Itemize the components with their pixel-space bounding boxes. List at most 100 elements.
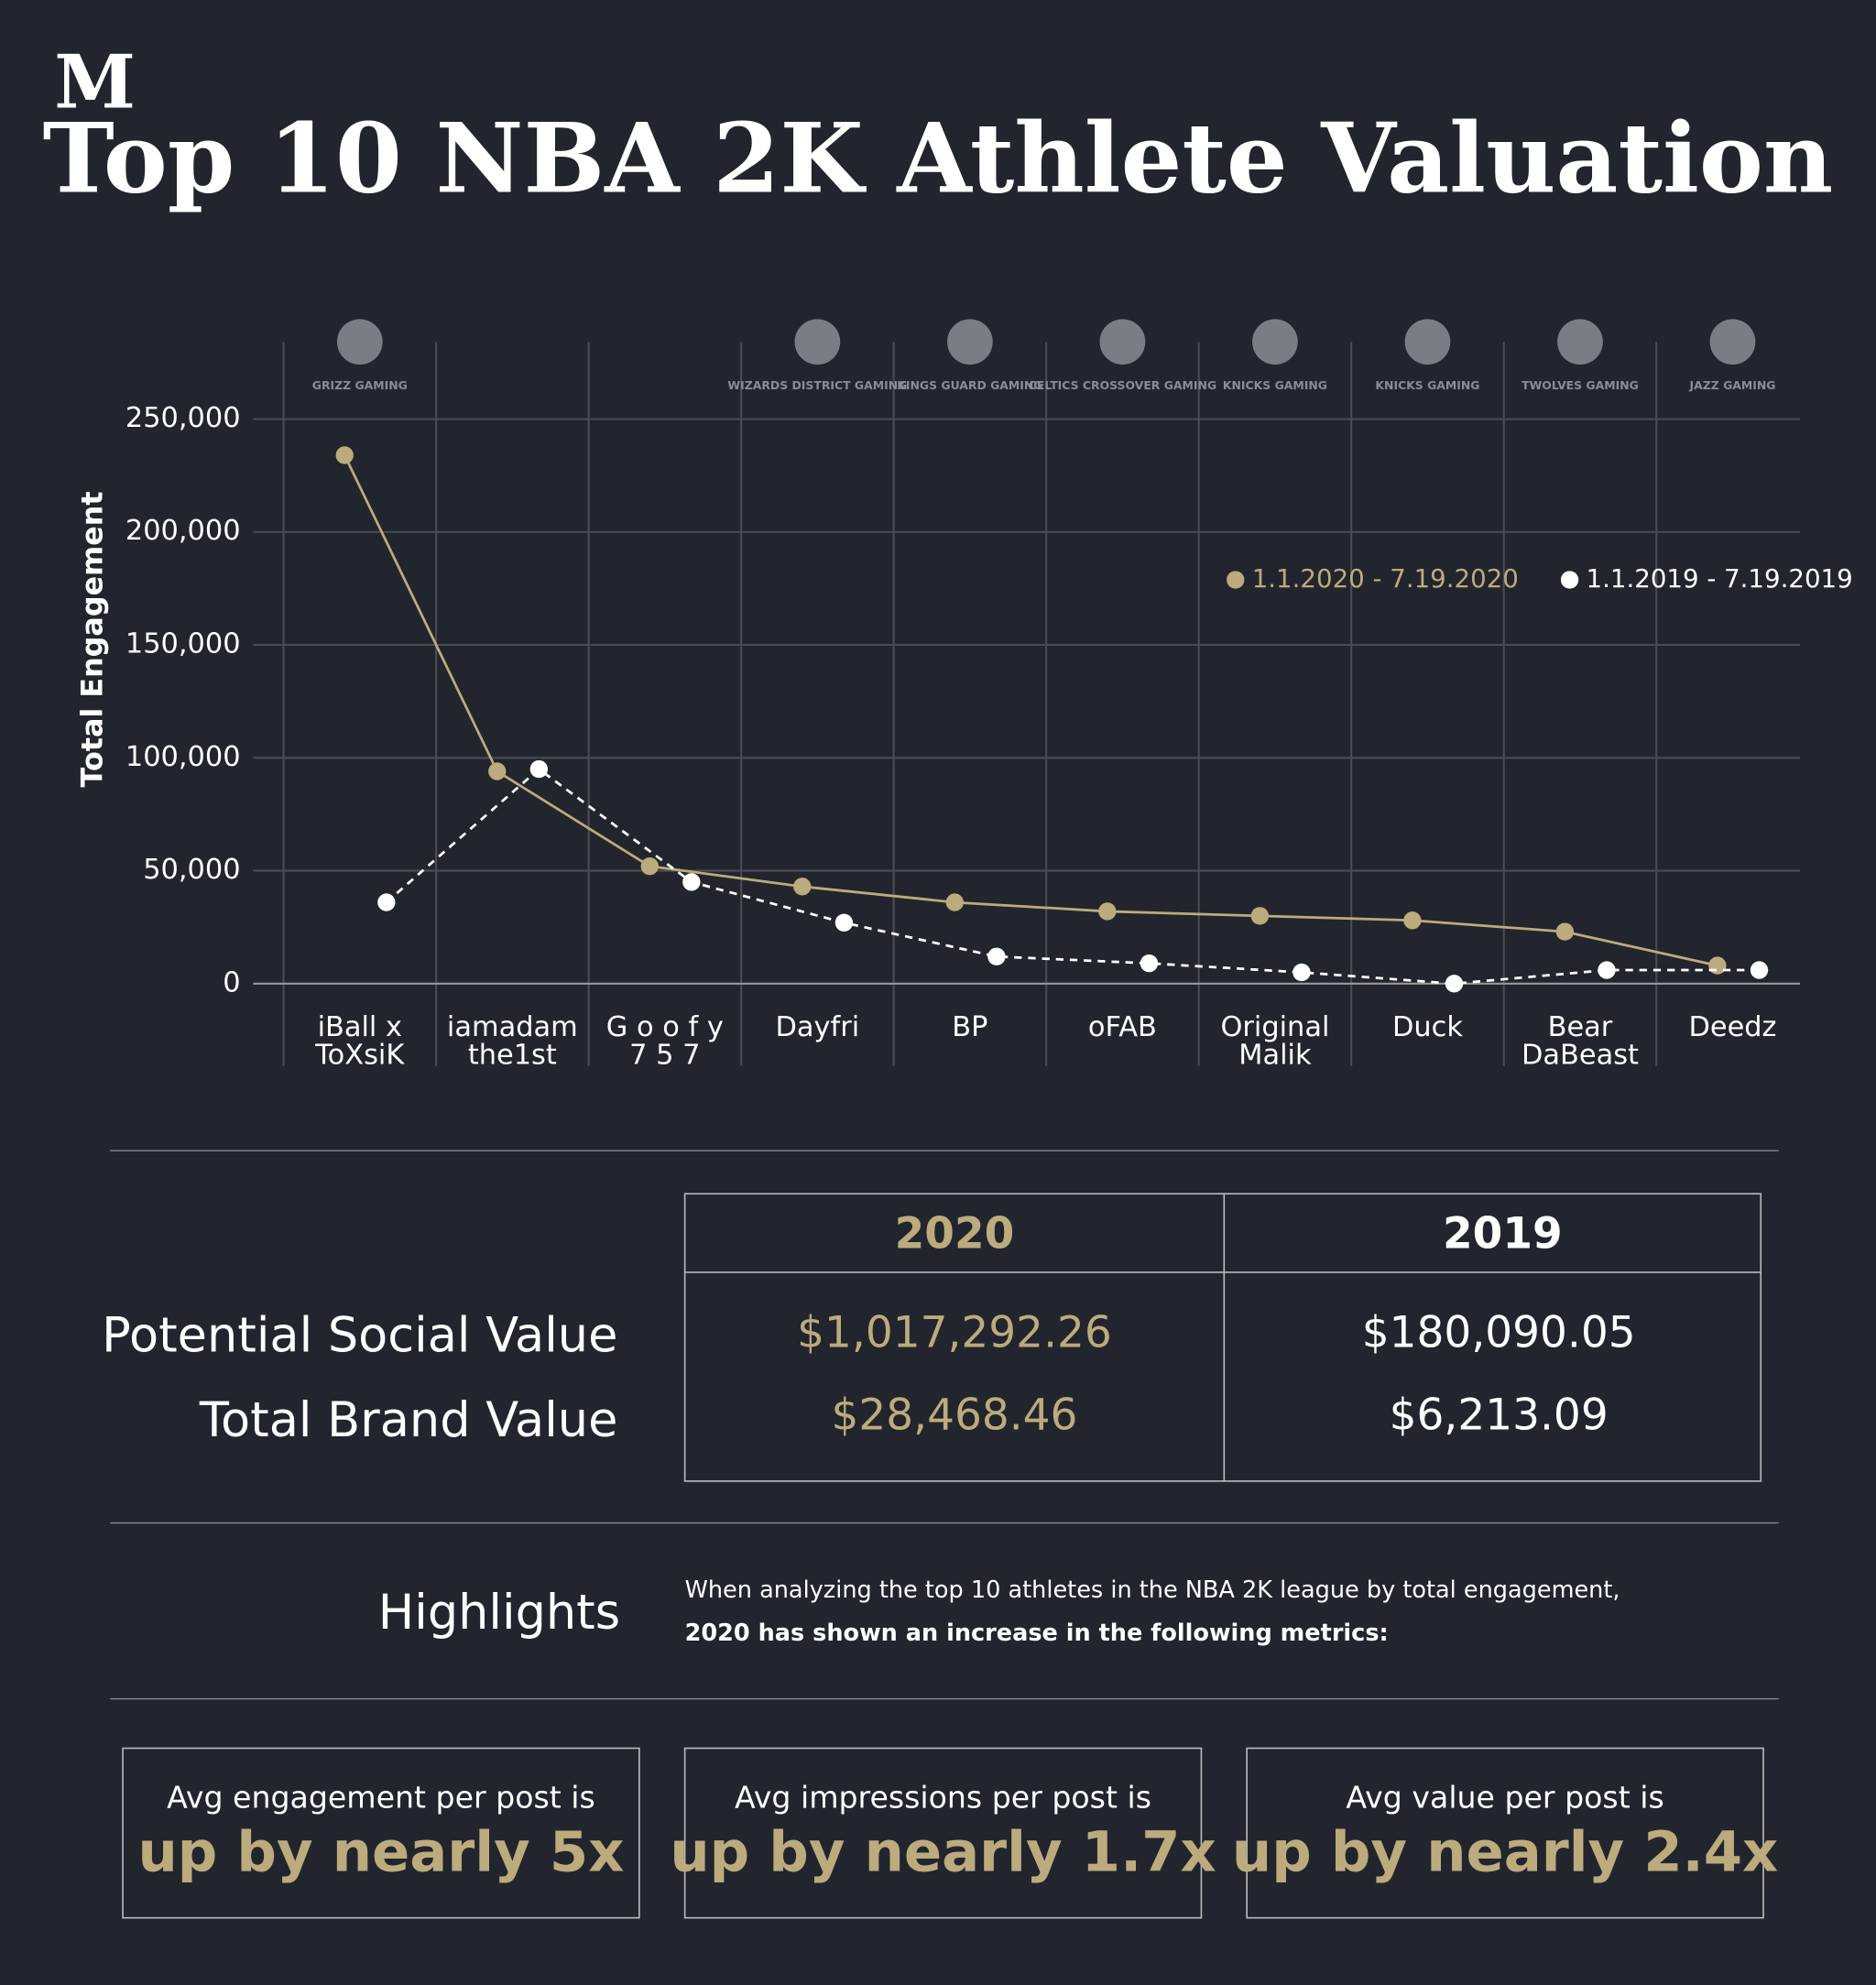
data-point bbox=[1292, 963, 1311, 982]
data-point bbox=[1445, 975, 1464, 993]
data-point bbox=[793, 878, 812, 896]
data-point bbox=[834, 913, 854, 932]
team-name: KNICKS GAMING bbox=[1375, 378, 1479, 392]
team-icon bbox=[794, 319, 841, 365]
label-line: iamadam bbox=[447, 1011, 578, 1043]
x-tick-label: Deedz bbox=[1688, 1011, 1776, 1043]
team-name: WIZARDS DISTRICT GAMING bbox=[727, 378, 907, 392]
series-line bbox=[385, 767, 1760, 986]
y-tick-label: 0 bbox=[223, 966, 240, 998]
x-tick-label: Duck bbox=[1392, 1011, 1463, 1043]
team-name: KNICKS GAMING bbox=[1223, 378, 1327, 392]
team-name: GRIZZ GAMING bbox=[312, 378, 408, 392]
data-point bbox=[1140, 954, 1159, 973]
separators bbox=[110, 1150, 1779, 1700]
label-line: Bear bbox=[1548, 1011, 1613, 1043]
team-icon bbox=[947, 319, 993, 365]
data-point bbox=[1750, 961, 1769, 979]
brand-logo: M bbox=[54, 39, 136, 125]
table-header: 2020 bbox=[895, 1209, 1015, 1260]
table-cell: $180,090.05 bbox=[1362, 1307, 1636, 1358]
team-icon bbox=[1099, 319, 1146, 365]
team-icon bbox=[1709, 319, 1756, 365]
team-name: KINGS GUARD GAMING bbox=[897, 378, 1042, 392]
legend-label: 1.1.2020 - 7.19.2020 bbox=[1252, 563, 1519, 594]
legend-label: 1.1.2019 - 7.19.2019 bbox=[1587, 563, 1853, 594]
card-line: Avg value per post is bbox=[1346, 1779, 1663, 1815]
card-highlight: up by nearly 1.7x bbox=[670, 1821, 1216, 1885]
table-header: 2019 bbox=[1443, 1209, 1563, 1260]
team-icon bbox=[336, 319, 383, 365]
table-frame bbox=[683, 1193, 1762, 1482]
table-cell: $28,468.46 bbox=[831, 1390, 1077, 1440]
label-line: the1st bbox=[468, 1039, 557, 1071]
row-label: Total Brand Value bbox=[199, 1392, 618, 1448]
y-tick-label: 150,000 bbox=[125, 628, 241, 660]
y-tick-label: 200,000 bbox=[125, 515, 241, 547]
label-line: oFAB bbox=[1088, 1011, 1157, 1043]
label-line: Original bbox=[1220, 1011, 1329, 1043]
data-point bbox=[529, 759, 549, 779]
chart: 0 50,000 100,000 150,000 200,000 250,000 iBall… bbox=[125, 319, 1853, 1071]
data-point bbox=[1555, 922, 1575, 941]
card-highlight: up by nearly 5x bbox=[137, 1821, 624, 1885]
data-point bbox=[1250, 907, 1270, 925]
data-point bbox=[945, 893, 964, 911]
y-tick-label: 250,000 bbox=[125, 402, 241, 434]
data-point bbox=[640, 856, 659, 876]
x-tick-label: oFAB bbox=[1088, 1011, 1157, 1043]
team-name: JAZZ GAMING bbox=[1689, 378, 1776, 392]
card bbox=[1246, 1747, 1764, 1919]
label-line: 7 5 7 bbox=[629, 1039, 700, 1071]
team-icon bbox=[1404, 319, 1451, 365]
x-tick-label: Dayfri bbox=[776, 1011, 860, 1043]
table-cell: $6,213.09 bbox=[1390, 1390, 1609, 1440]
data-point bbox=[335, 446, 354, 464]
card-line: Avg engagement per post is bbox=[167, 1779, 595, 1815]
label-line: G o o f y bbox=[606, 1011, 724, 1043]
chart-title: Top 10 NBA 2K Athlete Valuation bbox=[43, 102, 1834, 215]
label-line: Dayfri bbox=[776, 1011, 860, 1043]
series-line bbox=[343, 454, 1718, 967]
x-tick-label: iBall x ToXsiK bbox=[314, 1011, 405, 1071]
card bbox=[683, 1747, 1203, 1919]
label-line: Duck bbox=[1392, 1011, 1463, 1043]
data-point bbox=[987, 947, 1006, 965]
highlights-title: Highlights bbox=[378, 1585, 620, 1641]
label-line: DaBeast bbox=[1522, 1039, 1639, 1071]
x-tick-label: Original Malik bbox=[1220, 1011, 1329, 1071]
team-icon bbox=[1252, 319, 1298, 365]
y-axis-label: Total Engagement bbox=[76, 491, 109, 787]
data-point bbox=[1708, 956, 1727, 975]
card-highlight: up by nearly 2.4x bbox=[1232, 1821, 1778, 1885]
highlights-text: 2020 has shown an increase in the follow… bbox=[685, 1620, 1389, 1647]
x-tick-label: iamadam the1st bbox=[447, 1011, 578, 1071]
data-point bbox=[1598, 961, 1616, 979]
cards: Avg engagement per post is up by nearly 5… bbox=[122, 1747, 1778, 1919]
x-tick-label: Bear DaBeast bbox=[1522, 1011, 1639, 1071]
legend-marker bbox=[1560, 571, 1579, 589]
data-point bbox=[377, 893, 396, 911]
data-point bbox=[682, 873, 701, 891]
label-line: iBall x bbox=[318, 1011, 402, 1043]
label-line: ToXsiK bbox=[314, 1039, 405, 1071]
label-line: Malik bbox=[1238, 1039, 1312, 1071]
y-tick-label: 100,000 bbox=[125, 741, 241, 773]
card bbox=[122, 1747, 640, 1919]
data-point bbox=[1403, 911, 1422, 930]
legend-marker bbox=[1227, 571, 1245, 589]
highlights-text: When analyzing the top 10 athletes in th… bbox=[685, 1576, 1620, 1604]
team-name: TWOLVES GAMING bbox=[1522, 378, 1639, 392]
data-point bbox=[1098, 902, 1117, 921]
row-label: Potential Social Value bbox=[102, 1307, 617, 1363]
team-icon bbox=[1557, 319, 1603, 365]
card-line: Avg impressions per post is bbox=[735, 1779, 1151, 1815]
label-line: Deedz bbox=[1688, 1011, 1776, 1043]
team-name: CELTICS CROSSOVER GAMING bbox=[1029, 378, 1216, 392]
label-line: BP bbox=[952, 1011, 987, 1043]
y-tick-label: 50,000 bbox=[143, 854, 240, 886]
x-tick-label: BP bbox=[952, 1011, 987, 1043]
